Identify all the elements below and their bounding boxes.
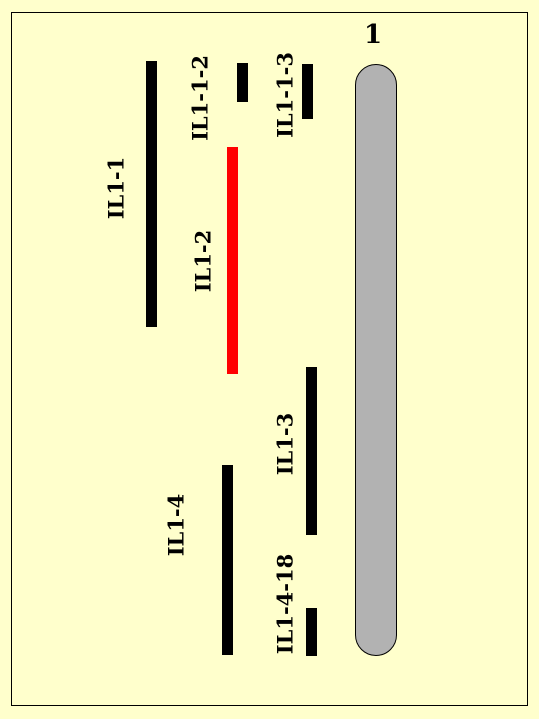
chromosome-number: 1 <box>364 20 383 50</box>
segment-il1-1 <box>146 61 157 327</box>
label-il1-2: IL1-2 <box>190 229 216 293</box>
segment-il1-4 <box>222 465 233 655</box>
label-il1-1: IL1-1 <box>103 156 129 220</box>
label-il1-4-18: IL1-4-18 <box>272 553 298 655</box>
segment-il1-2 <box>227 147 238 374</box>
label-il1-1-2: IL1-1-2 <box>187 55 213 141</box>
label-il1-1-3: IL1-1-3 <box>272 52 298 138</box>
diagram-frame <box>11 12 528 706</box>
segment-il1-1-3 <box>302 64 313 119</box>
segment-il1-1-2 <box>237 63 248 102</box>
chromosome-1 <box>355 64 397 656</box>
label-il1-3: IL1-3 <box>272 412 298 476</box>
label-il1-4: IL1-4 <box>163 493 189 557</box>
segment-il1-4-18 <box>306 608 317 656</box>
segment-il1-3 <box>306 367 317 535</box>
